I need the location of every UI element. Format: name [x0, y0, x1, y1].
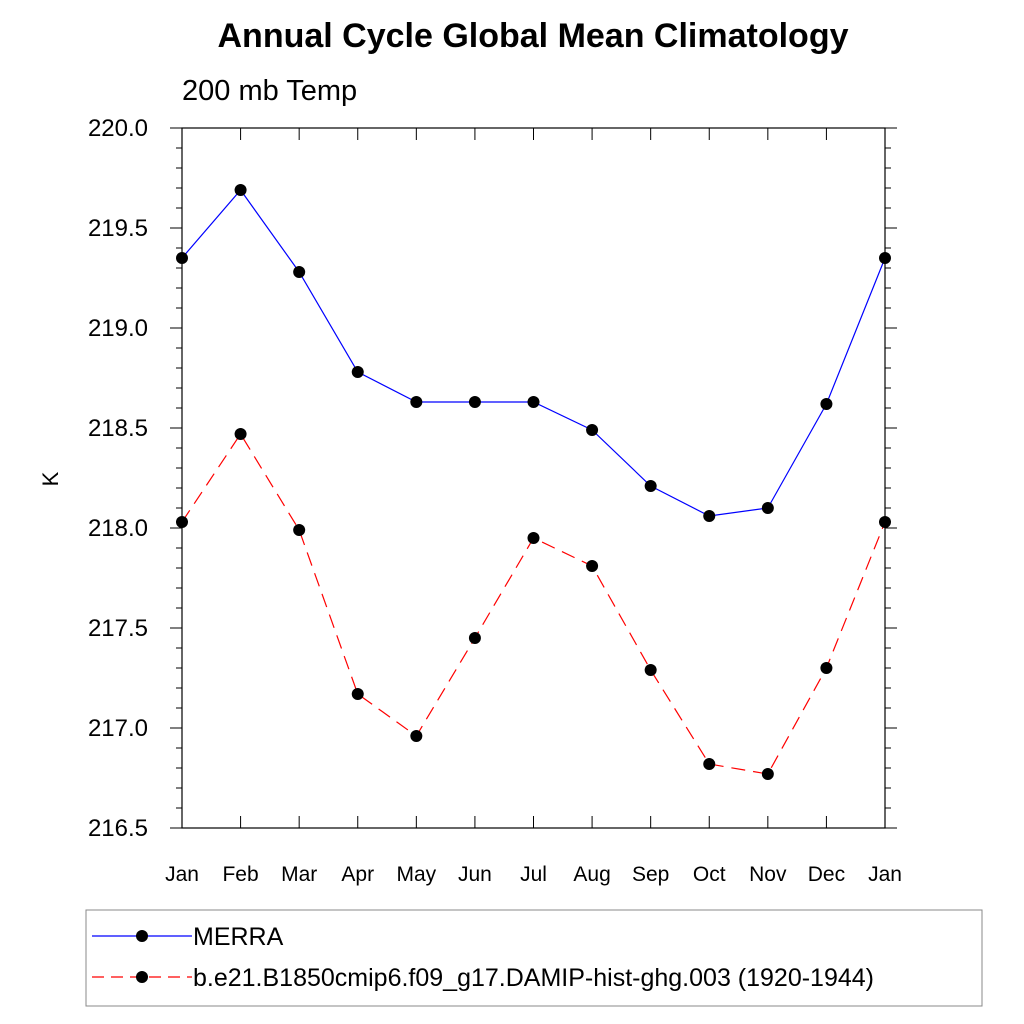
data-point-merra — [761, 502, 774, 514]
x-tick-label: Jan — [165, 863, 199, 886]
data-point-model — [468, 632, 481, 644]
x-tick-label: Mar — [281, 863, 317, 886]
data-point-merra — [293, 266, 306, 278]
data-point-model — [879, 516, 891, 528]
data-point-model — [761, 768, 774, 780]
data-point-model — [176, 516, 188, 528]
legend-entry-model: b.e21.B1850cmip6.f09_g17.DAMIP-hist-ghg.… — [92, 964, 874, 992]
x-tick-label: Jan — [868, 863, 902, 886]
x-tick-label: Aug — [573, 863, 610, 886]
data-point-merra — [351, 366, 364, 378]
data-point-merra — [527, 396, 540, 408]
legend-label-merra: MERRA — [193, 923, 284, 951]
plot-frame — [181, 127, 886, 829]
y-tick-label: 218.5 — [88, 415, 148, 442]
y-tick-label: 219.5 — [88, 215, 148, 242]
data-point-model — [410, 730, 423, 742]
data-point-merra — [703, 510, 716, 522]
legend-marker-merra — [136, 930, 148, 942]
legend-entry-merra: MERRA — [92, 923, 284, 951]
data-point-merra — [176, 252, 188, 264]
x-tick-label: Jul — [520, 863, 547, 886]
x-axis-ticks: Jan Feb Mar Apr May Jun Jul Aug Sep Oct Nov Dec Jan — [165, 128, 902, 886]
data-point-model — [703, 758, 716, 770]
y-tick-label: 218.0 — [88, 515, 148, 542]
x-tick-label: Jun — [458, 863, 492, 886]
data-point-merra — [410, 396, 423, 408]
y-tick-label: 219.0 — [88, 315, 148, 342]
legend-label-model: b.e21.B1850cmip6.f09_g17.DAMIP-hist-ghg.… — [193, 964, 874, 992]
data-point-model — [820, 662, 833, 674]
series-line-model — [181, 432, 886, 775]
y-tick-label: 220.0 — [88, 115, 148, 142]
chart-subtitle: 200 mb Temp — [182, 75, 357, 107]
data-point-model — [293, 524, 306, 536]
x-tick-label: Sep — [632, 863, 669, 886]
y-tick-label: 216.5 — [88, 815, 148, 842]
data-point-model — [234, 428, 247, 440]
chart-title: Annual Cycle Global Mean Climatology — [218, 17, 849, 55]
data-point-model — [586, 560, 599, 572]
x-tick-label: Dec — [808, 863, 845, 886]
x-tick-label: May — [396, 863, 436, 886]
data-point-model — [351, 688, 364, 700]
data-point-model — [644, 664, 657, 676]
x-tick-label: Apr — [341, 863, 374, 886]
y-axis-label: K — [38, 471, 63, 486]
series-line-merra — [181, 189, 886, 517]
data-point-merra — [586, 424, 599, 436]
data-point-merra — [234, 184, 247, 196]
series-layer — [176, 184, 891, 780]
x-tick-label: Feb — [222, 863, 258, 886]
data-point-merra — [820, 398, 833, 410]
x-tick-label: Nov — [749, 863, 787, 886]
x-tick-label: Oct — [693, 863, 726, 886]
data-point-merra — [644, 480, 657, 492]
y-tick-label: 217.5 — [88, 615, 148, 642]
legend-box — [85, 909, 983, 1007]
data-point-merra — [879, 252, 891, 264]
data-point-merra — [468, 396, 481, 408]
data-point-model — [527, 532, 540, 544]
y-axis-ticks: 216.5 217.0 217.5 218.0 218.5 219.0 219.5 220.0 — [88, 115, 897, 842]
legend-marker-model — [136, 971, 148, 983]
y-tick-label: 217.0 — [88, 715, 148, 742]
